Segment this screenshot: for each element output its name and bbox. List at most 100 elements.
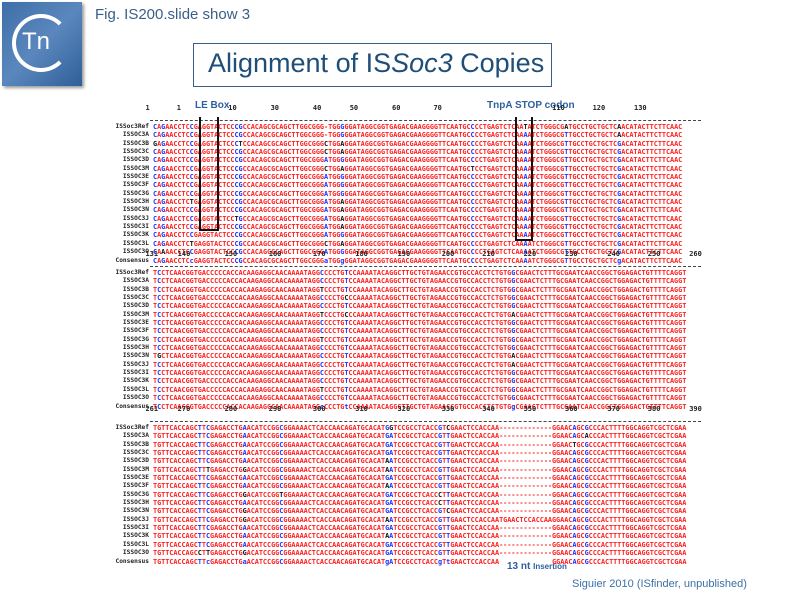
sequence-text: TGTTCACCAGCTTCGAGACCTGAACATCCGGCGGAAAACT… — [153, 524, 687, 533]
sequence-text: CAGAACCTCCGAGGTACTCCCGCCACAGCGCAGCTTGGCG… — [153, 181, 683, 190]
sequence-text: TGTTCACCAGCTTCGAGACCTGAACATCCGGCGGAAAACT… — [153, 532, 687, 541]
sequence-text: TCCTCAACGGTGACCCCCACCACAAGAGGCAACAAAATAG… — [153, 302, 687, 311]
sequence-name: ISSOC3F — [122, 327, 149, 335]
ruler-tick: 30 — [270, 104, 280, 112]
sequence-row: ISSOC3G TCCTCAACGGTGACCCCCACCACAAGAGGCAAC… — [105, 336, 701, 344]
alignment-block: 261 270 280 290 300 310 320 330 340 350 360 370 380 3… — [105, 405, 701, 566]
sequence-text: TCCTCAACGGTGACCCCCACCACAAGAGGCAACAAAATAG… — [153, 344, 687, 353]
sequence-text: GAGAACCTCCGAGGTACTCCCTCCACAGCGCAGCTTGGCG… — [153, 139, 683, 148]
ruler-tick: 330 — [441, 405, 455, 413]
sequence-text: TCCTCAACGGTGACCCCCACCACAAGAGGCAACAAAATAG… — [153, 269, 687, 277]
ruler-tick: 370 — [607, 405, 620, 413]
sequence-name: ISSOC3B — [122, 139, 149, 147]
sequence-text: TGTTCACCAGCTTCGAGACCTGGACATCCGGCGGAAAACT… — [153, 507, 687, 516]
ruler-tick: 290 — [268, 405, 282, 413]
sequence-text: TCCTCAACGGTGACCCCCACCACAAGAGGCAACAAAATAG… — [153, 327, 687, 336]
sequence-name: ISSOC3B — [122, 285, 149, 293]
sequence-row: ISSOC3K TCCTCAACGGTGACCCCCACCACAAGAGGCAAC… — [105, 377, 701, 385]
stop-codon-label: TnpA STOP codon — [487, 100, 575, 111]
le-box-label: LE Box — [195, 100, 230, 111]
sequence-name: ISSOC3F — [122, 181, 149, 189]
sequence-name: ISSOC3N — [122, 507, 149, 515]
ruler-tick: 170 — [312, 250, 326, 258]
sequence-name: ISSOC3K — [122, 532, 149, 540]
sequence-text: TGTTCACCAGCCTTGAGACCTGGACATCCGGCGGAAAACT… — [153, 549, 687, 558]
sequence-name: ISSOC3L — [122, 385, 149, 393]
sequence-row: ISSOC3I TCCTCAACGGTGACCCCCACCACAAGAGGCAAC… — [105, 369, 701, 377]
sequence-row: ISSOC3B GAGAACCTCCGAGGTACTCCCTCCACAGCGCAG… — [105, 140, 701, 148]
ruler-tick: 160 — [268, 250, 282, 258]
sequence-row: ISSOC3E TGTTCACCAGCTTCGAGACCTGAACATCCGGCG… — [105, 474, 701, 482]
sequence-row: ISSoc3Ref CAGAACCTCCGAGGTACTCCCGCCACAGCGC… — [105, 123, 701, 131]
sequence-name: ISSOC3O — [122, 248, 149, 256]
insertion-count: 13 nt — [507, 561, 531, 572]
sequence-row: ISSOC3K CAGAACCTCCGAGGTACTCCCGCCACAGCGCAG… — [105, 231, 701, 239]
tn-logo: Tn — [2, 2, 82, 86]
position-ruler: 131 140 150 160 170 180 190 200 210 220 230 240 250 2… — [105, 250, 701, 262]
sequence-text: TCCTCAACGGTGACCCCCACCACAAGAGGCAACAAAATAG… — [153, 277, 687, 286]
title-box: Alignment of ISSoc3 Copies — [193, 43, 552, 87]
sequence-name: ISSOC3G — [122, 335, 149, 343]
alignment-block: 1 1 10 30 40 50 60 70 110 120 130 ISSoc3Ref CAGAACCT… — [105, 104, 701, 265]
insertion-label: 13 nt Insertion — [507, 561, 567, 572]
sequence-row: ISSOC3C TCCTCAACGGTGACCCCCACCACAAGAGGCAAC… — [105, 294, 701, 302]
ruler-tick: 1 — [145, 104, 150, 112]
ruler-tick: 220 — [523, 250, 537, 258]
sequence-name: ISSOC3K — [122, 231, 149, 239]
sequence-row: ISSOC3D CAGAACCTCCGAGGTACTCCCGCCACAGCGCAG… — [105, 156, 701, 164]
sequence-name: ISSOC3O — [122, 549, 149, 557]
sequence-row: ISSOC3I TGTTCACCAGCTTCGAGACCTGAACATCCGGCG… — [105, 524, 701, 532]
ruler-tick: 60 — [392, 104, 401, 112]
sequence-text: TGTTCACCAGCTTCGAGACCTGAACATCCGGCGGAAAACT… — [153, 440, 687, 449]
ruler-tick: 380 — [647, 405, 661, 413]
sequence-name: ISSOC3A — [122, 131, 149, 139]
sequence-text: CAGAACCTCCGAGGTACTCCCGCCACAGCGCAGCTTGGCG… — [153, 156, 683, 165]
sequence-name: ISSOC3C — [122, 148, 149, 156]
sequence-name: ISSOC3F — [122, 482, 149, 490]
sequence-name: ISSOC3J — [122, 515, 149, 523]
sequence-text: TGTTCACCAGCTTCGAGACCTGAACATCCGGCGGAAAACT… — [153, 432, 687, 441]
ruler-line — [150, 262, 701, 267]
sequence-row: ISSOC3F TGTTCACCAGCTTCGAGACCTGAACATCCGGCG… — [105, 482, 701, 490]
insertion-text: Insertion — [533, 562, 567, 571]
sequence-name: ISSOC3A — [122, 277, 149, 285]
sequence-name: ISSOC3I — [122, 369, 149, 377]
ruler-tick: 261 — [145, 405, 159, 413]
sequence-row: ISSOC3J CAGAACCTCCGAGGTACTCCTGCCACAGCGCAG… — [105, 215, 701, 223]
ruler-tick: 140 — [177, 250, 191, 258]
sequence-text: TCCTCAACGGTGACCCCCACCACAAGAGGCAACAAAATAG… — [153, 402, 687, 411]
ruler-tick: 320 — [397, 405, 411, 413]
sequence-row: ISSOC3E TCCTCAACGGTGACCCCCACCACAAGAGGCAAC… — [105, 319, 701, 327]
sequence-text: TCCTCAACGGTGACCCCCACCACAAGAGGCAACAAAATAG… — [153, 319, 687, 328]
sequence-name: ISSOC3M — [122, 164, 149, 172]
ruler-tick: 190 — [397, 250, 411, 258]
ruler-tick: 200 — [441, 250, 455, 258]
ruler-tick: 110 — [552, 104, 565, 112]
sequence-row: ISSOC3I CAGAACCTCCGAGGTACTCCCGCCACAGCGCAG… — [105, 223, 701, 231]
title-prefix: Alignment of IS — [208, 48, 392, 78]
page-title: Alignment of ISSoc3 Copies — [208, 48, 544, 79]
stop-codon-marker — [515, 117, 533, 241]
sequence-text: CAGAACCTCCGAGGTACTCCCGCCACAGCGCAGCTTGGCG… — [153, 164, 683, 173]
ruler-tick: 40 — [312, 104, 322, 112]
sequence-row: ISSOC3O TGTTCACCAGCCTTGAGACCTGGACATCCGGCG… — [105, 549, 701, 557]
sequence-name: ISSOC3J — [122, 214, 149, 222]
sequence-row: ISSOC3L TGTTCACCAGCTTCGAGACCTGAACATCCGGCG… — [105, 541, 701, 549]
sequence-name: Consensus — [115, 402, 149, 410]
sequence-name: ISSOC3A — [122, 432, 149, 440]
title-suffix: Copies — [452, 48, 545, 78]
sequence-row: ISSOC3N TGCTCAACGGTGACCCCCACCACAAGAGGCAAC… — [105, 352, 701, 360]
sequence-name: ISSOC3I — [122, 223, 149, 231]
consensus-row: Consensus TCCTCAACGGTGACCCCCACCACAAGAGGCA… — [105, 403, 701, 411]
sequence-row: ISSOC3O CAAAACCTCCGAGGTACTCCCGCCACAGCGCAG… — [105, 248, 701, 256]
sequence-row: ISSOC3N CAGAACCTCCGAGGTACTCCCGCCACAGCGCAG… — [105, 206, 701, 214]
sequence-text: TCCTCAACGGTGACCCCCACCACAAGAGGCAACAAAATAG… — [153, 394, 687, 403]
sequence-text: TGCTCAACGGTGACCCCCACCACAAGAGGCAACAAAATAG… — [153, 352, 687, 361]
sequence-name: ISSoc3Ref — [115, 269, 149, 276]
sequence-row: ISSOC3A TGTTCACCAGCTTCGAGACCTGAACATCCGGCG… — [105, 432, 701, 440]
sequence-text: TGTTCACCAGCTTCGAGACCTGAACATCCGGCGGAAAACT… — [153, 424, 687, 432]
ruler-tick: 310 — [355, 405, 368, 413]
sequence-name: ISSOC3O — [122, 394, 149, 402]
sequence-row: ISSOC3B TGTTCACCAGCTTCGAGACCTGAACATCCGGCG… — [105, 441, 701, 449]
sequence-name: ISSoc3Ref — [115, 424, 149, 431]
